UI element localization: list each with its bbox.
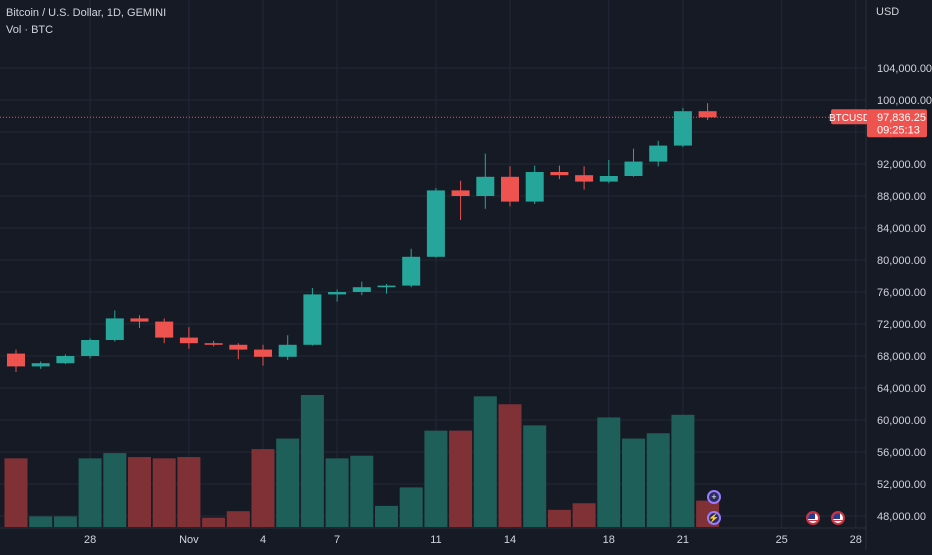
- volume-bar: [276, 438, 300, 527]
- y-tick-label: 100,000.00: [877, 95, 932, 107]
- y-tick-label: 68,000.00: [877, 351, 926, 363]
- symbol-title[interactable]: Bitcoin / U.S. Dollar, 1D, GEMINI: [6, 7, 167, 19]
- lightning-event-icon[interactable]: ⚡: [707, 511, 721, 525]
- candle-body: [673, 111, 692, 146]
- last-price-label: 97,836.25: [877, 112, 926, 124]
- volume-bar: [29, 516, 53, 527]
- candle-body: [229, 344, 248, 350]
- volume-indicator-title[interactable]: Vol · BTC: [6, 24, 54, 36]
- y-tick-label: 52,000.00: [877, 479, 926, 491]
- candle-body: [377, 285, 396, 288]
- x-tick-label: 21: [677, 534, 689, 546]
- us-flag-icon[interactable]: [831, 511, 845, 525]
- candle-body: [130, 318, 149, 322]
- volume-bar: [177, 457, 201, 527]
- us-flag-icon[interactable]: [806, 511, 820, 525]
- volume-bar: [375, 505, 398, 527]
- candle-body: [476, 176, 495, 196]
- candle-body: [624, 161, 643, 176]
- volume-bar: [572, 503, 596, 527]
- plus-event-icon[interactable]: +: [707, 490, 721, 504]
- currency-label[interactable]: USD: [876, 6, 900, 18]
- volume-bar: [671, 414, 695, 527]
- y-tick-label: 56,000.00: [877, 447, 926, 459]
- volume-bar: [399, 487, 423, 527]
- candle-body: [352, 287, 371, 292]
- y-tick-label: 60,000.00: [877, 415, 926, 427]
- x-tick-label: 18: [603, 534, 615, 546]
- chart-header: Bitcoin / U.S. Dollar, 1D, GEMINI Vol · …: [6, 6, 166, 37]
- y-tick-label: 88,000.00: [877, 191, 926, 203]
- x-tick-label: 11: [430, 534, 441, 546]
- candle-body: [698, 111, 717, 118]
- candle-body: [7, 353, 25, 367]
- volume-bar: [300, 395, 324, 527]
- candle-body: [451, 190, 470, 196]
- volume-bar: [202, 517, 226, 527]
- candle-body: [501, 176, 519, 202]
- volume-bar: [547, 509, 571, 527]
- volume-bar: [152, 458, 176, 527]
- volume-bar: [103, 453, 127, 527]
- candle-body: [525, 172, 544, 202]
- x-tick-label: 14: [504, 534, 516, 546]
- candle-body: [81, 340, 100, 356]
- x-tick-label: 28: [850, 534, 862, 546]
- volume-bar: [128, 457, 151, 527]
- x-tick-label: Nov: [179, 534, 199, 546]
- candle-body: [575, 175, 594, 182]
- y-tick-label: 48,000.00: [877, 511, 926, 523]
- candle-body: [31, 363, 50, 367]
- volume-bar: [350, 455, 374, 527]
- y-tick-label: 64,000.00: [877, 383, 926, 395]
- candle-body: [105, 318, 124, 340]
- candle-body: [254, 349, 272, 357]
- candle-body: [179, 337, 198, 344]
- volume-bar: [325, 458, 349, 527]
- y-tick-label: 84,000.00: [877, 223, 926, 235]
- volume-bar: [449, 430, 473, 527]
- x-tick-label: 25: [776, 534, 788, 546]
- volume-bar: [523, 425, 547, 527]
- candle-body: [649, 145, 668, 162]
- volume-bar: [622, 438, 645, 527]
- volume-bar: [646, 433, 670, 527]
- volume-bar: [53, 516, 77, 527]
- candle-body: [278, 344, 297, 357]
- candle-body: [155, 321, 174, 338]
- y-tick-label: 92,000.00: [877, 159, 926, 171]
- candle-body: [303, 294, 322, 345]
- x-tick-label: 4: [260, 534, 266, 546]
- y-tick-label: 76,000.00: [877, 287, 926, 299]
- candle-body: [328, 292, 347, 295]
- candle-body: [204, 343, 223, 345]
- candle-body: [56, 356, 75, 364]
- y-tick-label: 72,000.00: [877, 319, 926, 331]
- y-tick-label: 104,000.00: [877, 63, 932, 75]
- candle-body: [599, 176, 618, 182]
- volume-bar: [597, 417, 621, 527]
- symbol-tag-label: BTCUSD: [829, 113, 870, 124]
- volume-bar: [226, 511, 250, 527]
- volume-bar: [78, 458, 102, 527]
- candle-body: [402, 256, 421, 286]
- symbol-tag: [831, 109, 868, 125]
- candle-body: [550, 172, 569, 176]
- last-price-tag: [867, 109, 927, 138]
- x-tick-label: 28: [84, 534, 96, 546]
- x-tick-label: 7: [334, 534, 340, 546]
- volume-bar: [251, 449, 275, 527]
- volume-bar: [473, 396, 497, 527]
- volume-bar: [498, 404, 522, 527]
- y-tick-label: 80,000.00: [877, 255, 926, 267]
- volume-bar: [424, 430, 448, 527]
- candle-body: [426, 190, 445, 257]
- volume-bar: [4, 458, 28, 527]
- countdown-label: 09:25:13: [877, 124, 920, 136]
